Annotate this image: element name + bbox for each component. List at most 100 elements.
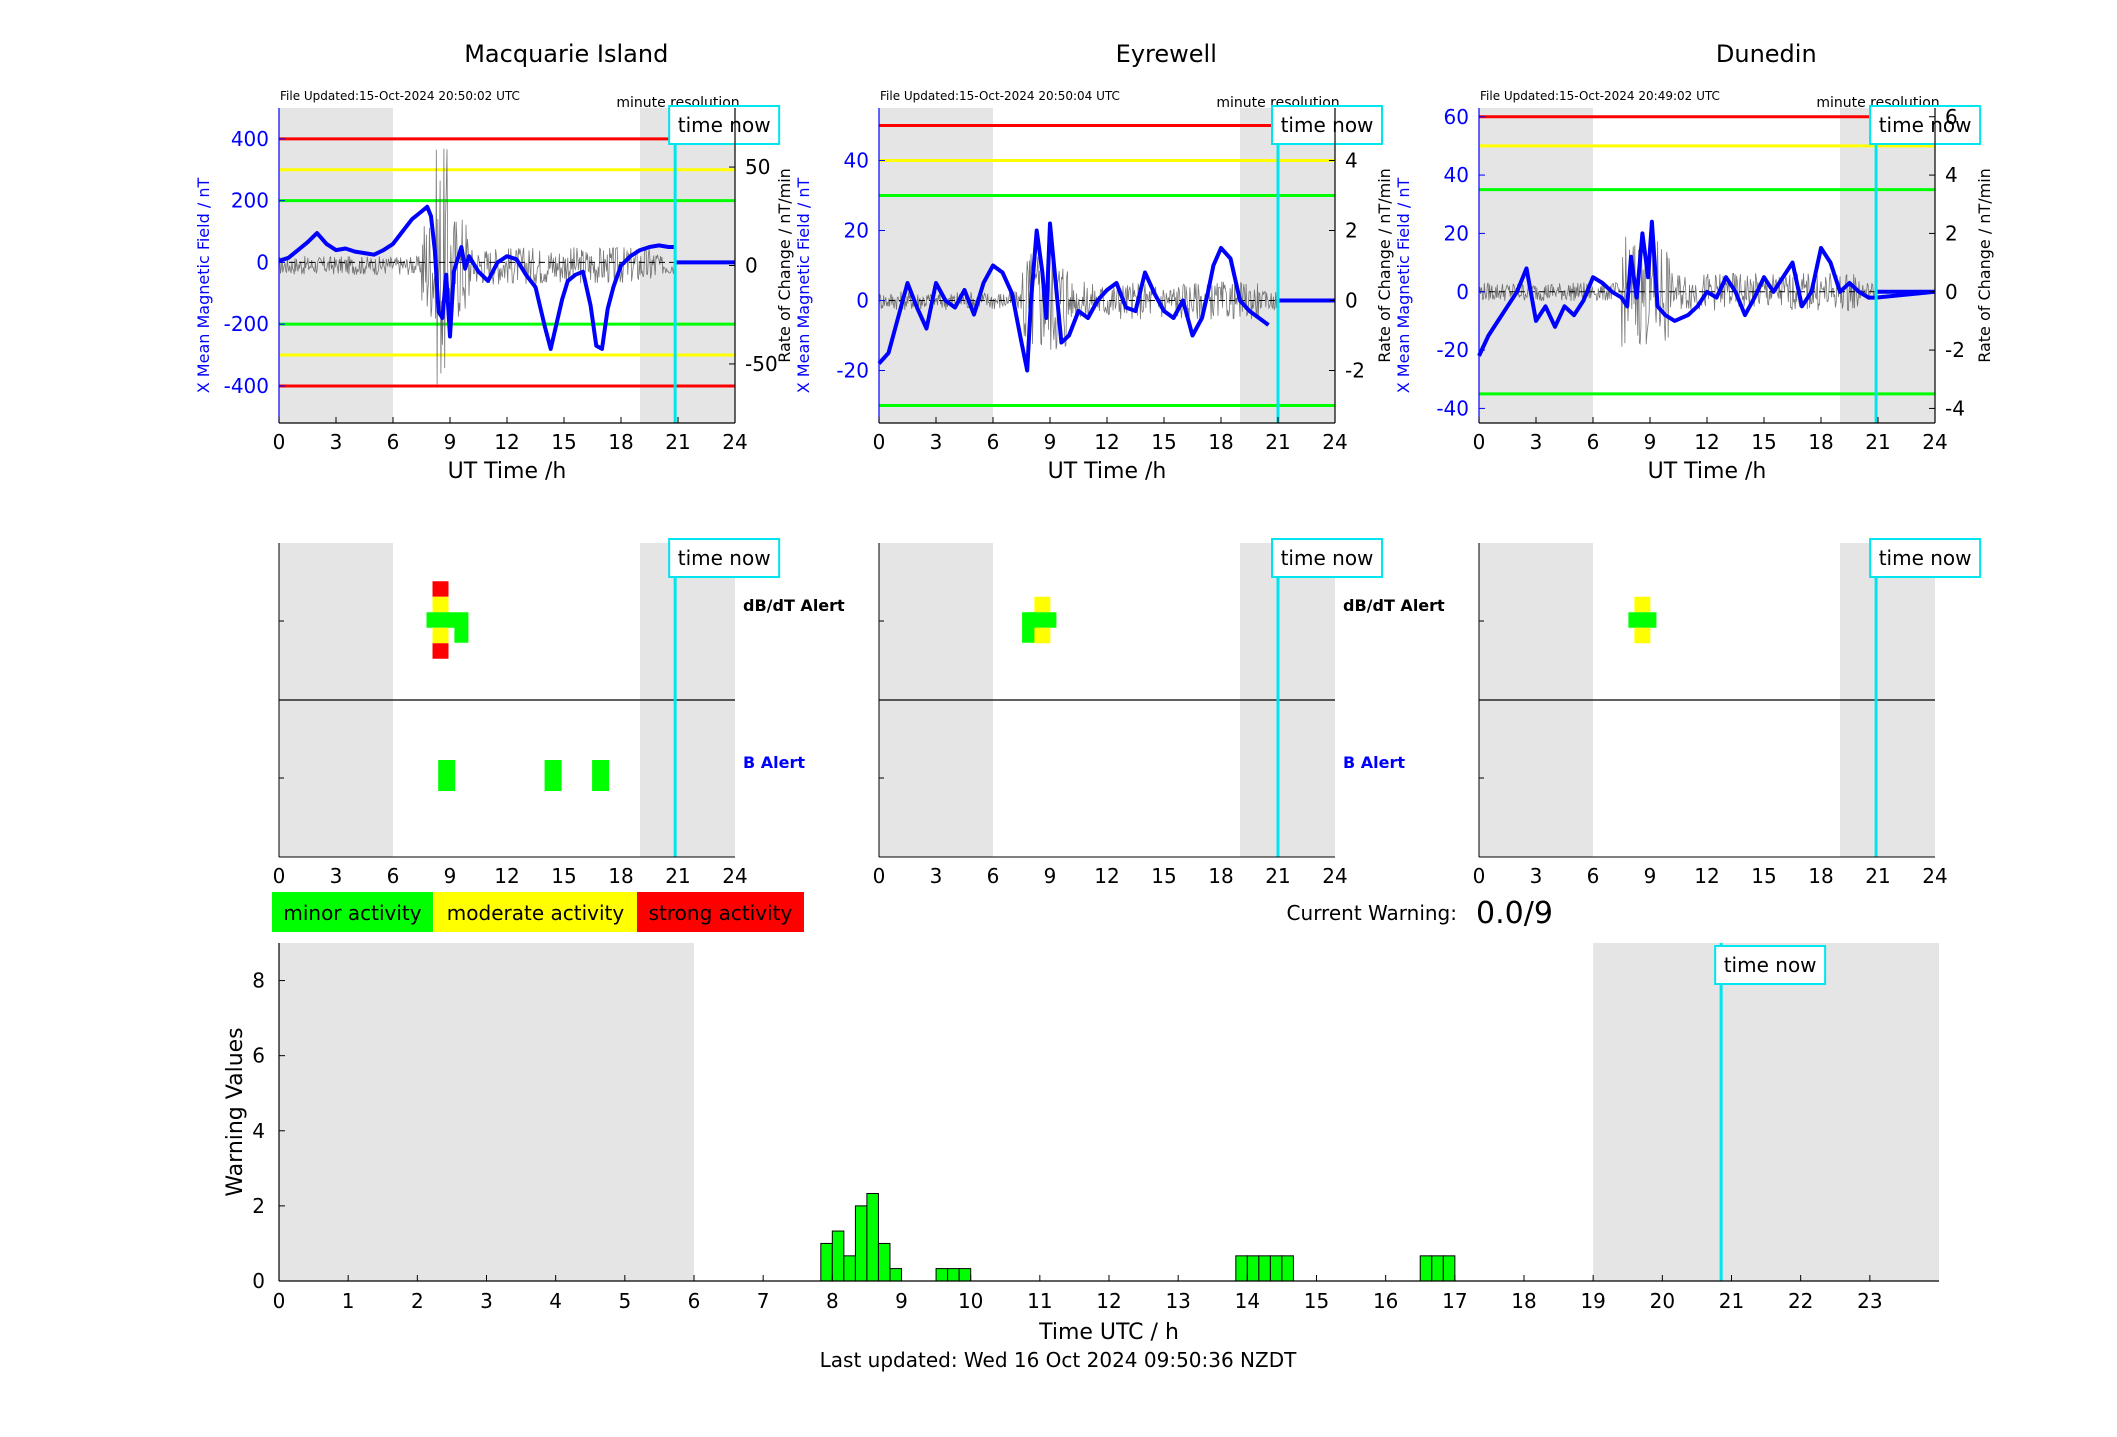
right-axis-label: Rate of Change / nT/min bbox=[1975, 168, 1994, 363]
left-tick-label: 40 bbox=[844, 149, 869, 173]
warning-bar bbox=[1281, 1255, 1294, 1282]
time-now-label: time now bbox=[1879, 546, 1972, 570]
x-mean-field-line bbox=[877, 221, 1270, 373]
station-panel-0: Macquarie Island File Updated:15-Oct-2024… bbox=[194, 40, 845, 888]
warning-bar bbox=[1419, 1255, 1433, 1282]
left-tick-label: 400 bbox=[231, 127, 269, 151]
left-tick-label: 20 bbox=[844, 219, 869, 243]
x-tick-label: 3 bbox=[480, 1289, 493, 1313]
x-tick-label: 1 bbox=[342, 1289, 355, 1313]
left-tick-label: 0 bbox=[1456, 280, 1469, 304]
x-tick-label: 3 bbox=[930, 864, 943, 888]
x-tick-label: 6 bbox=[1587, 430, 1600, 454]
x-tick-label: 24 bbox=[722, 430, 747, 454]
left-tick-label: -20 bbox=[1436, 338, 1469, 362]
x-tick-label: 9 bbox=[444, 864, 457, 888]
field-plot: time now 0 3 6 9 12 15 18 21 24 UT Time /h 400 200 0 -… bbox=[194, 105, 794, 484]
x-axis-label: Time UTC / h bbox=[1038, 1320, 1179, 1345]
night-shade bbox=[879, 108, 993, 423]
x-tick-label: 0 bbox=[273, 430, 286, 454]
left-tick-label: 40 bbox=[1444, 163, 1469, 187]
y-tick-label: 6 bbox=[252, 1044, 265, 1068]
y-axis-label: Warning Values bbox=[223, 1027, 248, 1196]
warning-bar bbox=[889, 1268, 903, 1282]
x-tick-label: 9 bbox=[1644, 430, 1657, 454]
warning-bar bbox=[935, 1268, 949, 1282]
right-tick-label: 4 bbox=[1945, 163, 1958, 187]
x-tick-label: 3 bbox=[330, 430, 343, 454]
y-tick-label: 2 bbox=[252, 1194, 265, 1218]
dbdt-alert-cell-yellow bbox=[1634, 596, 1651, 613]
x-tick-label: 3 bbox=[330, 864, 343, 888]
station-title: Eyrewell bbox=[1116, 40, 1217, 68]
warning-bar bbox=[1442, 1255, 1456, 1282]
night-shade bbox=[279, 108, 393, 423]
x-tick-label: 16 bbox=[1373, 1289, 1398, 1313]
x-tick-label: 8 bbox=[826, 1289, 839, 1313]
b-alert-block bbox=[544, 760, 562, 791]
right-tick-label: 50 bbox=[745, 155, 770, 179]
right-tick-label: 4 bbox=[1345, 149, 1358, 173]
x-tick-label: 21 bbox=[1265, 430, 1290, 454]
b-alert-block bbox=[438, 760, 456, 791]
last-updated-footer: Last updated: Wed 16 Oct 2024 09:50:36 N… bbox=[820, 1348, 1297, 1372]
time-now-label: time now bbox=[1281, 113, 1374, 137]
x-tick-label: 3 bbox=[1530, 864, 1543, 888]
current-warning: Current Warning: 0.0/9 bbox=[1287, 896, 1553, 931]
x-tick-label: 18 bbox=[608, 430, 633, 454]
dbdt-alert-cell-red bbox=[432, 643, 449, 659]
x-tick-label: 24 bbox=[722, 864, 747, 888]
left-axis-label: X Mean Magnetic Field / nT bbox=[1394, 178, 1413, 394]
legend-swatch-moderate bbox=[434, 892, 637, 932]
x-tick-label: 22 bbox=[1788, 1289, 1813, 1313]
alert-plot: time now 0 3 6 9 12 15 18 21 24 bbox=[1473, 538, 1982, 888]
time-now-box-frame bbox=[1869, 538, 1982, 578]
time-now-label: time now bbox=[1281, 546, 1374, 570]
x-tick-label: 12 bbox=[1694, 864, 1719, 888]
time-now-box: time now bbox=[668, 538, 781, 578]
x-tick-label: 20 bbox=[1650, 1289, 1675, 1313]
x-tick-label: 5 bbox=[618, 1289, 631, 1313]
right-tick-label: 0 bbox=[745, 254, 758, 278]
dbdt-alert-cell-yellow bbox=[1034, 627, 1051, 644]
right-tick-label: 2 bbox=[1345, 219, 1358, 243]
right-tick-label: 2 bbox=[1945, 221, 1958, 245]
x-tick-label: 3 bbox=[930, 430, 943, 454]
time-now-box: time now bbox=[668, 105, 781, 145]
x-tick-label: 12 bbox=[1094, 864, 1119, 888]
dbdt-alert-cell-yellow bbox=[432, 596, 449, 613]
x-tick-label: 24 bbox=[1922, 430, 1947, 454]
x-tick-label: 23 bbox=[1857, 1289, 1882, 1313]
x-tick-label: 6 bbox=[987, 864, 1000, 888]
legend-swatch-minor bbox=[272, 892, 433, 932]
file-updated-text: File Updated:15-Oct-2024 20:50:02 UTC bbox=[280, 89, 520, 103]
right-tick-label: 0 bbox=[1945, 280, 1958, 304]
x-tick-label: 0 bbox=[273, 864, 286, 888]
time-now-box-frame bbox=[668, 105, 781, 145]
dbdt-alert-cell-yellow bbox=[1034, 596, 1051, 613]
x-mean-field-line bbox=[1477, 219, 1936, 357]
warning-bar bbox=[947, 1268, 960, 1282]
x-tick-label: 0 bbox=[873, 864, 886, 888]
warning-bar bbox=[843, 1255, 856, 1282]
x-tick-label: 0 bbox=[1473, 864, 1486, 888]
x-tick-label: 18 bbox=[1511, 1289, 1536, 1313]
warning-bar bbox=[877, 1242, 891, 1282]
warning-bar bbox=[1246, 1255, 1260, 1282]
x-tick-label: 7 bbox=[757, 1289, 770, 1313]
x-tick-label: 15 bbox=[1751, 864, 1776, 888]
station-title: Dunedin bbox=[1716, 40, 1817, 68]
night-shade bbox=[1479, 108, 1593, 423]
x-tick-label: 18 bbox=[1208, 430, 1233, 454]
x-tick-label: 9 bbox=[1644, 864, 1657, 888]
time-now-box: time now bbox=[1714, 945, 1827, 985]
night-shade bbox=[1840, 108, 1935, 423]
y-tick-label: 4 bbox=[252, 1119, 265, 1143]
x-tick-label: 9 bbox=[1044, 864, 1057, 888]
rate-of-change-trace bbox=[878, 253, 1279, 350]
station-panel-1: Eyrewell File Updated:15-Oct-2024 20:50:0… bbox=[794, 40, 1445, 888]
